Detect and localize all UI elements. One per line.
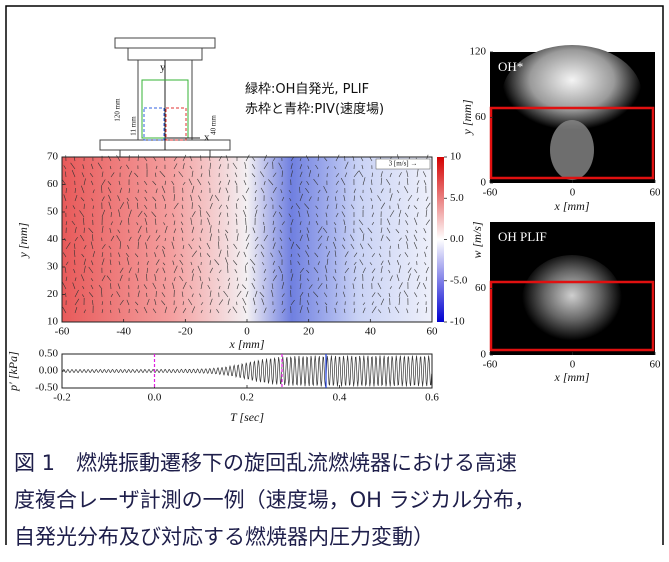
x-axis-label: x [mm]: [229, 337, 265, 351]
y-axis-label: y [mm]: [460, 99, 474, 135]
schematic-label: 11 mm: [130, 116, 138, 136]
legend-line: 緑枠:OH自発光, PLIF: [245, 82, 369, 97]
y-axis-label: p′ [kPa]: [6, 351, 20, 392]
x-tick-label: 60: [650, 187, 662, 199]
x-axis-label: T [sec]: [230, 410, 264, 424]
y-tick-label: 120: [470, 46, 487, 58]
schematic-label: y: [160, 62, 166, 74]
x-tick-label: 60: [427, 326, 439, 338]
colorbar-tick-label: 0.0: [450, 233, 464, 245]
panel-title: OH PLIF: [498, 229, 547, 244]
colorbar: [437, 157, 444, 322]
x-tick-label: 40: [365, 326, 377, 338]
schematic-label: 120 mm: [114, 98, 122, 122]
caption-line: 図 1 燃焼振動遷移下の旋回乱流燃焼器における高速: [14, 451, 517, 475]
x-tick-label: -20: [178, 326, 193, 338]
y-tick-label: 20: [47, 288, 59, 300]
x-tick-label: 0: [570, 359, 576, 371]
caption-line: 度複合レーザ計測の一例（速度場，OH ラジカル分布，: [14, 488, 535, 512]
caption-line: 自発光分布及び対応する燃焼器内圧力変動）: [14, 525, 434, 549]
colorbar-tick-label: -10: [450, 316, 465, 328]
flame-glow: [550, 120, 594, 180]
x-tick-label: 0.0: [148, 392, 162, 404]
y-tick-label: 40: [47, 233, 59, 245]
legend-line: 赤枠と青枠:PIV(速度場): [245, 101, 384, 117]
panel-title: OH*: [498, 59, 523, 74]
y-tick-label: 60: [475, 282, 487, 294]
x-tick-label: 0: [570, 187, 576, 199]
x-tick-label: -40: [116, 326, 131, 338]
y-axis-label: y [mm]: [16, 222, 30, 258]
y-tick-label: 70: [47, 151, 59, 163]
y-tick-label: 0.50: [39, 348, 59, 360]
y-tick-label: 0: [481, 177, 487, 189]
y-tick-label: 50: [47, 206, 59, 218]
y-tick-label: 60: [475, 111, 487, 123]
x-tick-label: 20: [303, 326, 315, 338]
y-tick-label: 0.00: [39, 365, 59, 377]
plif-signal: [522, 255, 622, 345]
scale-label: 3 [m/s] →: [389, 160, 418, 168]
x-axis-label: x [mm]: [554, 199, 590, 213]
colorbar-tick-label: 5.0: [450, 192, 464, 204]
x-axis-label: x [mm]: [554, 370, 590, 384]
y-tick-label: 0: [481, 349, 487, 361]
x-tick-label: 0.2: [240, 392, 254, 404]
x-tick-label: 0.6: [425, 392, 439, 404]
colorbar-tick-label: -5.0: [450, 274, 468, 286]
y-tick-label: 60: [47, 178, 59, 190]
x-tick-label: 60: [650, 359, 662, 371]
y-tick-label: 10: [47, 316, 59, 328]
x-tick-label: 0.4: [333, 392, 347, 404]
colorbar-tick-label: 10: [450, 151, 462, 163]
y-tick-label: 30: [47, 261, 59, 273]
schematic-label: 40 mm: [210, 115, 218, 135]
y-tick-label: -0.50: [35, 382, 58, 394]
colorbar-label: w [m/s]: [470, 221, 484, 258]
figure-page: y x 120 mm 11 mm 40 mm 緑枠:OH自発光, PLIF 赤枠…: [0, 0, 669, 562]
x-tick-label: 0: [244, 326, 250, 338]
